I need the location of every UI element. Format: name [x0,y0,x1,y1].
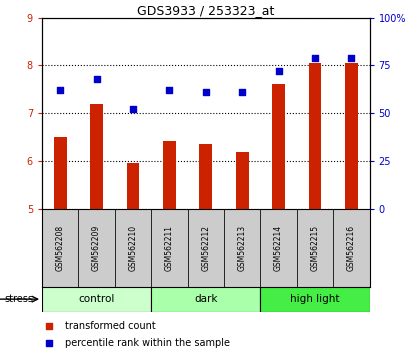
Text: GSM562216: GSM562216 [347,225,356,271]
Text: GSM562214: GSM562214 [274,225,283,271]
Bar [260,209,297,287]
Bar [309,63,321,209]
Bar [151,287,260,312]
Text: GSM562215: GSM562215 [310,225,320,271]
Bar [151,209,188,287]
Bar [54,137,67,209]
Text: GSM562208: GSM562208 [56,225,65,271]
Point [57,87,63,93]
Point [312,55,318,61]
Title: GDS3933 / 253323_at: GDS3933 / 253323_at [137,4,275,17]
Bar [42,287,151,312]
Bar [272,84,285,209]
Text: high light: high light [290,294,340,304]
Text: dark: dark [194,294,218,304]
Text: transformed count: transformed count [65,321,156,331]
Point [202,90,209,95]
Bar [260,287,370,312]
Bar [200,144,212,209]
Bar [127,164,139,209]
Bar [42,209,79,287]
Text: GSM562209: GSM562209 [92,225,101,271]
Point [275,68,282,74]
Bar [333,209,370,287]
Point [239,90,246,95]
Point [130,107,136,112]
Bar [236,153,249,209]
Text: GSM562213: GSM562213 [238,225,247,271]
Point [45,341,52,346]
Text: GSM562210: GSM562210 [129,225,137,271]
Text: stress: stress [4,294,33,304]
Point [348,55,355,61]
Bar [188,209,224,287]
Text: GSM562211: GSM562211 [165,225,174,271]
Text: control: control [79,294,115,304]
Bar [224,209,260,287]
Bar [345,63,358,209]
Point [45,323,52,329]
Bar [115,209,151,287]
Bar [79,209,115,287]
Text: GSM562212: GSM562212 [201,225,210,271]
Bar [297,209,333,287]
Point [166,87,173,93]
Point [93,76,100,82]
Bar [90,104,103,209]
Bar [163,141,176,209]
Text: percentile rank within the sample: percentile rank within the sample [65,338,230,348]
